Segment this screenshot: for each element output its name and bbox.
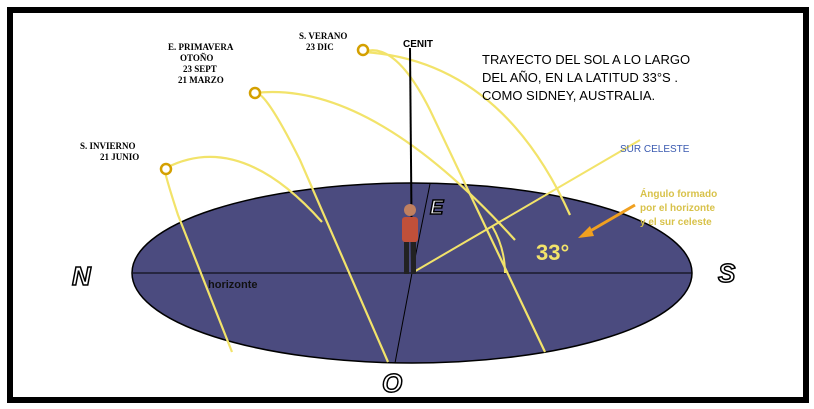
sun-label: 23 DIC bbox=[306, 42, 334, 52]
frame bbox=[7, 7, 809, 403]
sun-label: OTOÑO bbox=[180, 53, 213, 63]
sun-label: S. INVIERNO bbox=[80, 141, 136, 151]
arrow-head bbox=[578, 226, 594, 238]
cardinal-west: O bbox=[382, 368, 402, 398]
angle-arc bbox=[491, 225, 506, 274]
cardinal-north: N bbox=[72, 261, 92, 291]
person-leg bbox=[404, 242, 409, 274]
sun-label: 23 SEPT bbox=[183, 64, 217, 74]
sun-label: E. PRIMAVERA bbox=[168, 42, 234, 52]
angle-value: 33° bbox=[536, 240, 569, 265]
sun-path bbox=[254, 90, 516, 363]
cardinal-east: E bbox=[430, 197, 444, 219]
title-line: DEL AÑO, EN LA LATITUD 33°S . bbox=[482, 70, 678, 85]
sun bbox=[248, 86, 262, 100]
person-head bbox=[404, 204, 416, 216]
title-line: TRAYECTO DEL SOL A LO LARGO bbox=[482, 52, 690, 67]
angle-note: y el sur celeste bbox=[640, 217, 712, 228]
celestial-south-line bbox=[411, 139, 641, 274]
sun-path bbox=[362, 49, 572, 353]
person-leg bbox=[411, 242, 416, 274]
title-line: COMO SIDNEY, AUSTRALIA. bbox=[482, 88, 655, 103]
celestial-south-label: SUR CELESTE bbox=[620, 144, 690, 155]
sun-label: 21 JUNIO bbox=[100, 152, 139, 162]
sun-path bbox=[163, 155, 323, 353]
sun-label: 21 MARZO bbox=[178, 75, 224, 85]
sun bbox=[159, 162, 173, 176]
sun bbox=[356, 43, 370, 57]
person-body bbox=[402, 217, 418, 242]
zenith-label: CENIT bbox=[403, 39, 433, 50]
horizon-label: horizonte bbox=[208, 279, 258, 291]
angle-note: por el horizonte bbox=[640, 203, 715, 214]
cardinal-south: S bbox=[718, 258, 736, 288]
angle-note: Ángulo formado bbox=[640, 187, 717, 200]
meridian-line bbox=[394, 272, 413, 364]
arrow bbox=[584, 203, 636, 236]
sun-label: S. VERANO bbox=[299, 31, 347, 41]
